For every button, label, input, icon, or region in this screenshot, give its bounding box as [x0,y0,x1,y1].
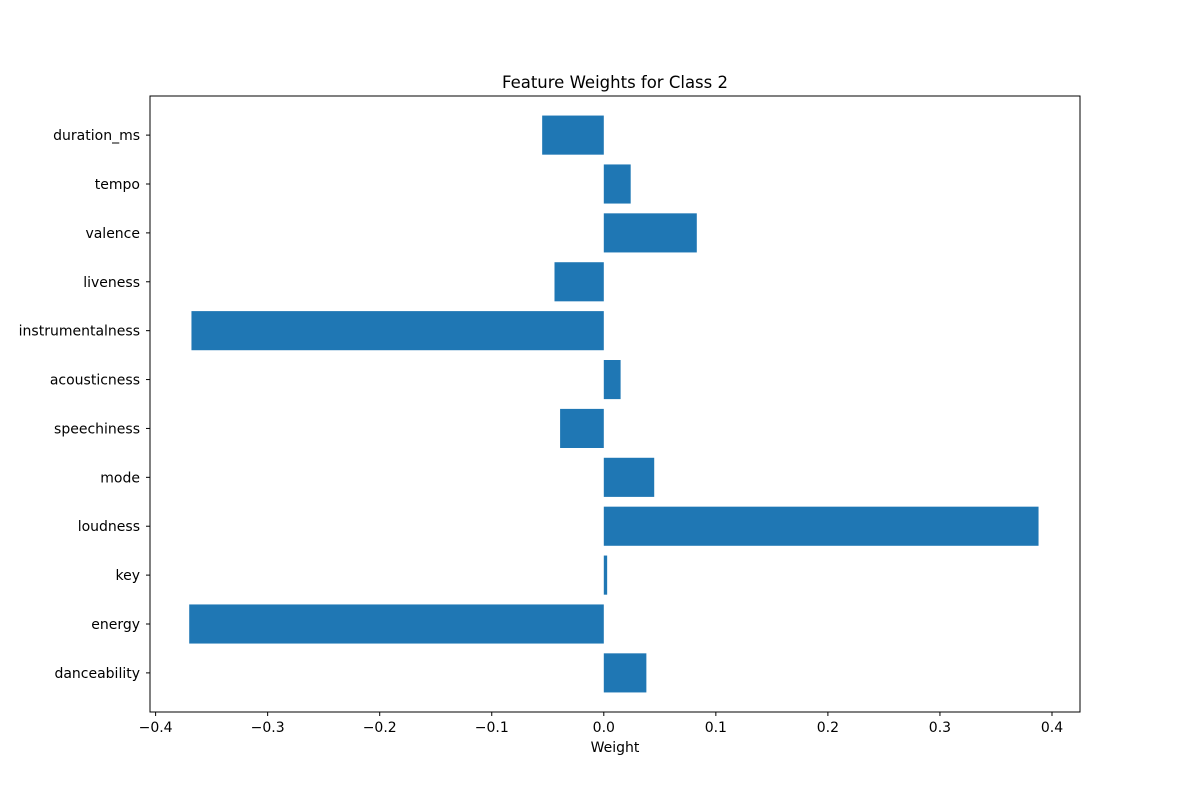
x-tick-label: −0.2 [363,720,397,736]
bar-key [603,555,608,595]
chart-title: Feature Weights for Class 2 [502,73,728,92]
bar-loudness [603,506,1039,546]
x-axis-label: Weight [591,740,640,756]
x-tick-label: 0.1 [705,720,727,736]
x-tick-label: −0.1 [475,720,509,736]
y-tick-label-instrumentalness: instrumentalness [19,324,140,340]
bar-instrumentalness [191,311,604,351]
y-tick-label-key: key [115,568,140,584]
y-tick-label-valence: valence [85,226,140,242]
y-tick-label-mode: mode [100,470,140,486]
bar-acousticness [603,360,621,400]
bar-energy [189,604,604,644]
x-tick-label: 0.4 [1041,720,1063,736]
bar-valence [603,213,697,253]
y-tick-label-speechiness: speechiness [54,421,140,437]
y-tick-label-liveness: liveness [83,275,140,291]
bar-group [189,115,1039,693]
bar-danceability [603,653,647,693]
x-tick-label: 0.3 [929,720,951,736]
y-tick-label-duration-ms: duration_ms [53,128,140,144]
x-tick-label: −0.3 [251,720,285,736]
x-tick-label: 0.2 [817,720,839,736]
bar-liveness [554,262,604,302]
y-tick-label-acousticness: acousticness [50,373,140,389]
y-tick-label-danceability: danceability [54,666,140,682]
y-tick-label-energy: energy [91,617,140,633]
bar-duration-ms [542,115,604,155]
y-tick-label-tempo: tempo [95,177,140,193]
bar-mode [603,457,655,497]
x-tick-label: −0.4 [139,720,173,736]
y-axis: danceability energy key loudness mode speechi… [19,128,150,682]
x-tick-label: 0.0 [593,720,615,736]
plot-frame [149,95,1081,713]
x-axis: −0.4 −0.3 −0.2 −0.1 0.0 0.1 0.2 0.3 0.4 [139,712,1063,736]
bar-tempo [603,164,631,204]
bar-speechiness [560,408,604,448]
y-tick-label-loudness: loudness [78,519,140,535]
